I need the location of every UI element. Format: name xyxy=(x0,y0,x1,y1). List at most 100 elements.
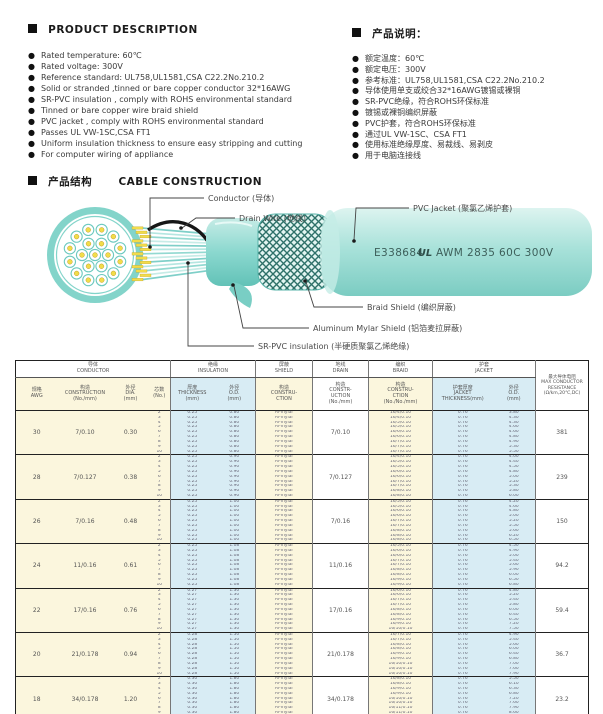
description-item: Reference standard: UL758,UL1581,CSA C22… xyxy=(28,72,302,83)
conductor-strand xyxy=(135,256,148,260)
insulation-thickness-cell: 0.28 xyxy=(170,671,214,677)
spec-row: 7 0.28 1.50 Al-mylar 16/9/0.10 0.76 6.80 xyxy=(16,657,589,662)
braid-construction-cell: 16/6/0.10 xyxy=(368,435,433,440)
conductor-dot xyxy=(98,263,105,269)
insulation-od-cell: 1.50 xyxy=(213,657,256,662)
header-construction: 构造 CONSTRUCTION (No./mm) xyxy=(57,377,113,411)
spec-row: 5 0.25 1.00 Al-mylar 16/6/0.10 0.76 5.00 xyxy=(16,514,589,520)
jacket-thickness-cell: 0.76 xyxy=(432,577,493,583)
jacket-thickness-cell: 0.76 xyxy=(432,622,493,628)
spec-table-wrap: 导体 CONDUCTOR 绝缘 INSULATION 屏蔽 SHIELD 地线 … xyxy=(15,360,590,714)
header-awg: 规格 AWG xyxy=(15,377,58,411)
conductor-dot xyxy=(99,227,105,233)
jacket-od-cell: 5.00 xyxy=(492,514,536,520)
jacket-od-cell: 5.00 xyxy=(492,553,536,559)
cores-cell: 10 xyxy=(148,582,171,589)
jacket-od-cell: 3.80 xyxy=(492,409,536,416)
braid-construction-cell: 16/9/0.10 xyxy=(368,617,433,623)
jacket-thickness-cell: 0.76 xyxy=(432,691,493,697)
jacket-od-cell: 4.80 xyxy=(492,469,536,475)
braid-construction-cell: 16/9/0.10 xyxy=(368,691,433,697)
jacket-thickness-cell: 0.76 xyxy=(432,465,493,470)
conductor-construction-cell: 7/0.127 xyxy=(57,454,113,500)
conductor-dot xyxy=(85,227,91,233)
insulation-thickness-cell: 0.25 xyxy=(170,444,214,450)
cores-cell: 7 xyxy=(148,479,171,485)
braid-construction-cell: 16/6/0.10 xyxy=(368,509,433,515)
spec-row: 6 0.25 1.00 Al-mylar 16/7/0.10 0.76 5.20 xyxy=(16,519,589,524)
jacket-thickness-cell: 0.76 xyxy=(432,425,493,431)
insulation-thickness-cell: 0.28 xyxy=(170,647,214,653)
conductor-dia-cell: 0.38 xyxy=(112,454,149,500)
insulation-od-cell: 1.00 xyxy=(213,519,256,524)
jacket-thickness-cell: 0.76 xyxy=(432,420,493,426)
conductor-dot xyxy=(85,263,92,269)
cores-cell: 6 xyxy=(148,519,171,524)
jacket-thickness-cell: 0.76 xyxy=(432,637,493,643)
insulation-thickness-cell: 0.27 xyxy=(170,622,214,628)
insulation-od-cell: 1.00 xyxy=(213,498,256,505)
product-notes-header: 产品说明： xyxy=(352,26,427,41)
insulation-thickness-cell: 0.25 xyxy=(170,582,214,589)
insulation-thickness-cell: 0.25 xyxy=(170,474,214,480)
insulation-od-cell: 0.80 xyxy=(213,420,256,426)
braid-construction-cell: 16/9/0.10 xyxy=(368,582,433,589)
braid-construction-cell: 16/6/0.10 xyxy=(368,548,433,554)
jacket-od-cell: 4.30 xyxy=(492,415,536,421)
spec-row: 5 0.25 1.08 Al-mylar 16/7/0.10 0.76 5.40 xyxy=(16,558,589,564)
spec-row: 20 21/0.178 0.94 2 0.28 1.50 Al-mylar 21/0.178 1… xyxy=(15,631,589,677)
jacket-thickness-cell: 0.76 xyxy=(432,711,493,714)
construction-header: 产品结构 CABLE CONSTRUCTION xyxy=(28,174,262,189)
jacket-thickness-cell: 0.76 xyxy=(432,676,493,683)
shield-construction-cell: Al-mylar xyxy=(255,504,313,510)
conductor-dot xyxy=(99,277,105,283)
shield-construction-cell: Al-mylar xyxy=(255,435,313,440)
shield-construction-cell: Al-mylar xyxy=(255,514,313,520)
cores-cell: 10 xyxy=(148,449,171,455)
braid-construction-cell: 16/4/0.10 xyxy=(368,409,433,416)
conductor-construction-cell: 17/0.16 xyxy=(57,587,113,633)
insulation-thickness-cell: 0.28 xyxy=(170,642,214,648)
conductor-strand xyxy=(139,260,152,264)
spec-row: 4 0.28 1.50 Al-mylar 16/8/0.10 0.76 5.60 xyxy=(16,642,589,648)
spec-row: 5 0.25 0.80 Al-mylar 16/5/0.10 0.76 4.60 xyxy=(16,425,589,431)
jacket-od-cell: 4.60 xyxy=(492,425,536,431)
conductor-strand xyxy=(139,273,152,277)
insulation-thickness-cell: 0.27 xyxy=(170,627,214,633)
jacket-od-cell: 5.60 xyxy=(492,642,536,648)
conductor-construction-cell: 11/0.16 xyxy=(57,543,113,589)
jacket-od-cell: 6.00 xyxy=(492,573,536,578)
awg-cell: 22 xyxy=(15,587,58,633)
spec-row: 6 0.27 1.30 Al-mylar 16/8/0.10 0.76 6.00 xyxy=(16,607,589,613)
notes-item: SR-PVC绝缘，符合ROHS环保标准 xyxy=(352,97,545,108)
cores-cell: 4 xyxy=(148,642,171,648)
jacket-od-cell: 7.00 xyxy=(492,661,536,667)
insulation-od-cell: 0.80 xyxy=(213,415,256,421)
braid-construction-cell: 16/8/0.10 xyxy=(368,682,433,687)
insulation-od-cell: 1.80 xyxy=(213,686,256,692)
shield-construction-cell: Al-mylar xyxy=(255,647,313,653)
description-item: For computer wiring of appliance xyxy=(28,149,302,160)
jacket-od-cell: 4.90 xyxy=(492,631,536,638)
spec-row: 8 0.25 1.08 Al-mylar 16/8/0.10 0.76 6.00 xyxy=(16,573,589,578)
braid-construction-cell: 16/7/0.10 xyxy=(368,603,433,608)
braid-construction-cell: 16/5/0.10 xyxy=(368,465,433,470)
awg-cell: 18 xyxy=(15,676,58,714)
spec-row: 3 0.30 1.80 Al-mylar 16/8/0.10 0.76 6.10 xyxy=(16,682,589,687)
conductor-dot xyxy=(73,233,80,240)
insulation-od-cell: 1.00 xyxy=(213,509,256,515)
cores-cell: 8 xyxy=(148,617,171,623)
conductor-strand xyxy=(139,248,152,251)
shield-construction-cell: Al-mylar xyxy=(255,420,313,426)
shield-construction-cell: Al-mylar xyxy=(255,439,313,445)
braid-construction-cell: 16/7/0.10 xyxy=(368,479,433,485)
shield-construction-cell: Al-mylar xyxy=(255,573,313,578)
insulation-od-cell: 1.50 xyxy=(213,631,256,638)
sr-pvc-label: SR-PVC insulation (半硬质聚氯乙烯绝缘) xyxy=(258,341,409,351)
jacket-od-cell: 5.80 xyxy=(492,603,536,608)
spec-row: 4 0.25 0.80 Al-mylar 16/5/0.10 0.76 4.30 xyxy=(16,420,589,426)
jacket-thickness-cell: 0.76 xyxy=(432,666,493,672)
braid-construction-cell: 16/7/0.10 xyxy=(368,444,433,450)
cores-cell: 6 xyxy=(148,607,171,613)
